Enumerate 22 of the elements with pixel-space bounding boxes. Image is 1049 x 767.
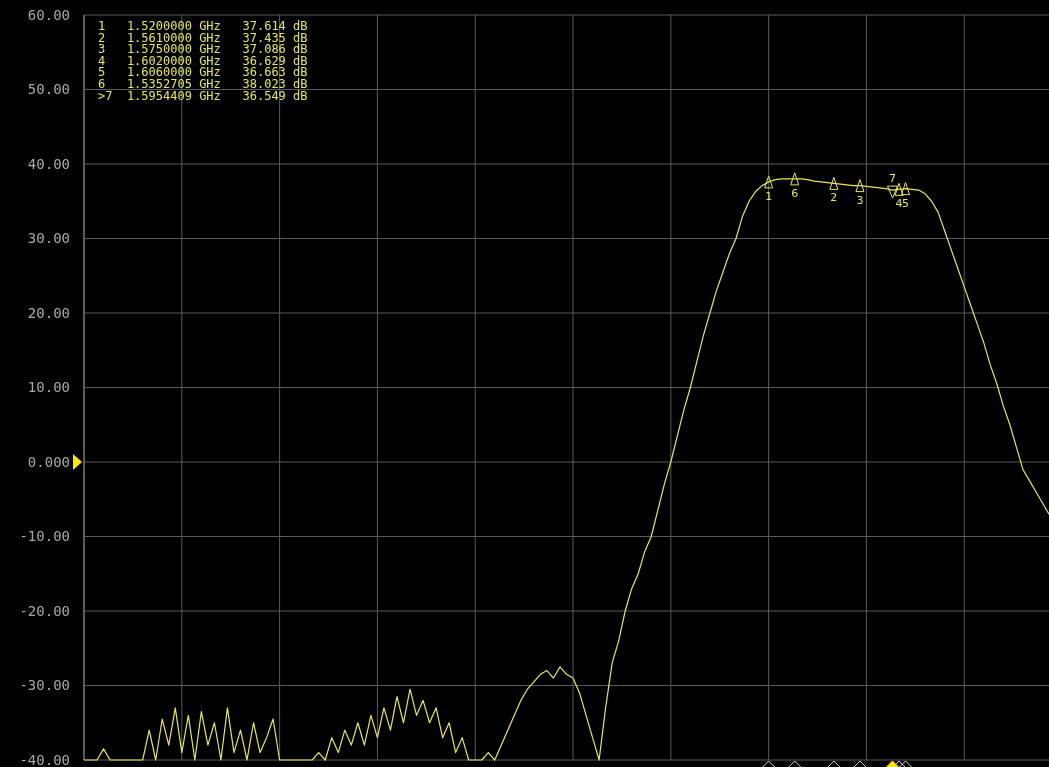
y-tick-label: -10.00: [19, 528, 70, 545]
y-tick-label: 40.00: [27, 155, 70, 172]
series-label: 7: [889, 172, 897, 186]
series-label: 1: [765, 189, 773, 203]
series-label: 3: [856, 193, 864, 207]
y-tick-label: -40.00: [19, 751, 70, 767]
y-tick-label: -20.00: [19, 602, 70, 619]
y-tick-label: -30.00: [19, 677, 70, 694]
y-tick-label: 60.00: [27, 6, 70, 23]
series-label: 6: [791, 186, 799, 200]
series-label: 2: [830, 191, 838, 205]
series-label: 5: [902, 196, 910, 210]
series-label: 4: [895, 197, 903, 211]
annotation: 6 1.5352705 GHz 38.023 dB: [98, 77, 308, 91]
y-tick-label: 50.00: [27, 81, 70, 98]
annotation: 1 1.5200000 GHz 37.614 dB: [98, 19, 308, 33]
annotation: 4 1.6020000 GHz 36.629 dB: [98, 53, 308, 68]
y-tick-label: 20.00: [27, 304, 70, 321]
y-tick-label: 10.00: [27, 379, 70, 396]
y-tick-label: 30.00: [27, 230, 70, 247]
y-tick-label: 0.000: [27, 453, 70, 470]
annotation: >7 1.5954409 GHz 36.549 dB: [98, 88, 308, 103]
